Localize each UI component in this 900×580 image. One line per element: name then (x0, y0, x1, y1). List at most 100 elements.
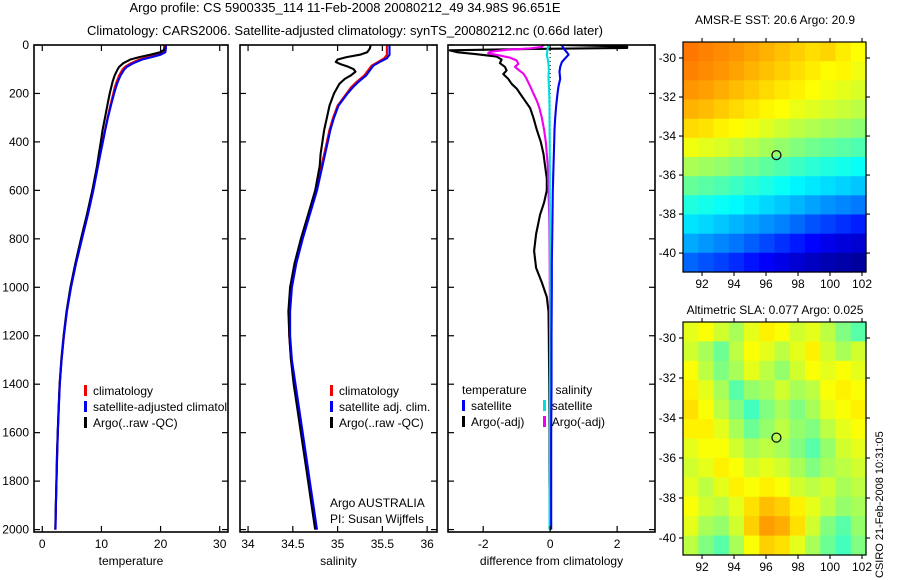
legend-label: Argo(..raw -QC) (339, 416, 424, 430)
map-lon-tick-label: 94 (727, 560, 741, 574)
series-argo-raw-qc- (287, 45, 372, 530)
map-lat-tick-label: -40 (659, 246, 677, 260)
x-tick-label: 10 (95, 537, 109, 551)
map-lat-tick-label: -34 (659, 129, 677, 143)
legend-label: climatology (93, 384, 154, 398)
legend-header-salinity: salinity (555, 383, 593, 397)
map-lat-tick-label: -34 (659, 411, 677, 425)
depth-tick-label: 800 (9, 232, 29, 246)
map-lat-tick-label: -40 (659, 531, 677, 545)
x-tick-label: -2 (478, 537, 489, 551)
map-lon-tick-label: 98 (791, 277, 805, 291)
legend-swatch (84, 385, 87, 396)
depth-tick-label: 0 (22, 38, 29, 52)
depth-tick-label: 600 (9, 183, 29, 197)
figure-title: Argo profile: CS 5900335_114 11-Feb-2008… (129, 0, 561, 15)
legend-swatch (462, 400, 465, 411)
map-lon-tick-label: 102 (852, 560, 872, 574)
series-satellite-adjusted-climatology (54, 45, 167, 530)
depth-tick-label: 400 (9, 135, 29, 149)
series-satellite-adj-clim- (289, 45, 391, 530)
map-lon-tick-label: 92 (695, 560, 709, 574)
x-tick-label: 35.5 (371, 537, 395, 551)
difference-from-climatology-panel: -2 0 2 (447, 44, 656, 551)
map-lat-tick-label: -38 (659, 207, 677, 221)
series-argo-adj- (448, 45, 629, 530)
legend-label: Argo(..raw -QC) (93, 416, 178, 430)
map-lat-tick-label: -30 (659, 331, 677, 345)
map-lat-tick-label: -36 (659, 168, 677, 182)
depth-tick-label: 1200 (2, 329, 29, 343)
temperature-legend: climatology satellite-adjusted climatolo… (84, 383, 227, 431)
map-lat-tick-label: -36 (659, 451, 677, 465)
temperature-profile-panel: 0 10 20 30 0 200 400 600 800 1000 1200 1400 1600 1800… (2, 38, 229, 551)
depth-tick-label: 1000 (2, 280, 29, 294)
sst-map: 92 94 96 98 100 102 -30 -32 -34 -36 -38 -40 (659, 38, 872, 291)
legend-label: Argo(-adj) (551, 415, 606, 429)
legend-swatch (542, 400, 546, 411)
legend-swatch (542, 416, 546, 427)
x-tick-label: 0 (547, 537, 554, 551)
map-lon-tick-label: 92 (695, 277, 709, 291)
map-lon-tick-label: 96 (759, 560, 773, 574)
legend-swatch (330, 401, 333, 412)
salinity-profile-panel: 34 34.5 35 35.5 36 (239, 44, 438, 551)
depth-tick-label: 1600 (2, 426, 29, 440)
salinity-axis-label: salinity (320, 554, 357, 568)
temperature-axis-label: temperature (98, 554, 164, 568)
map-lon-tick-label: 100 (820, 560, 840, 574)
difference-axis-label: difference from climatology (479, 554, 624, 568)
legend-label: satellite adj. clim. (339, 400, 431, 414)
depth-tick-label: 200 (9, 86, 29, 100)
x-tick-label: 34 (241, 537, 255, 551)
legend-swatch (84, 417, 87, 428)
argo-float-marker (771, 432, 782, 443)
map-lon-tick-label: 94 (727, 277, 741, 291)
map-lon-tick-label: 98 (791, 560, 805, 574)
legend-label: satellite (551, 399, 593, 413)
sst-map-title: AMSR-E SST: 20.6 Argo: 20.9 (694, 13, 856, 27)
depth-tick-label: 1400 (2, 377, 29, 391)
credit-org: Argo AUSTRALIA (330, 496, 425, 510)
credit-pi: PI: Susan Wijffels (330, 512, 424, 526)
legend-label: climatology (339, 384, 400, 398)
legend-swatch (330, 385, 333, 396)
x-tick-label: 20 (154, 537, 168, 551)
csiro-timestamp: CSIRO 21-Feb-2008 10:31:05 (874, 431, 886, 578)
x-tick-label: 34.5 (281, 537, 305, 551)
legend-label: satellite-adjusted climatology (93, 400, 227, 414)
depth-tick-label: 2000 (2, 523, 29, 537)
salinity-legend: climatology satellite adj. clim. Argo(..… (330, 383, 430, 431)
x-tick-label: 30 (213, 537, 227, 551)
x-tick-label: 0 (39, 537, 46, 551)
x-tick-label: 35 (331, 537, 345, 551)
sla-map: 92 94 96 98 100 102 -30 -32 -34 -36 -38 -40 (659, 318, 872, 574)
sla-map-title: Altimetric SLA: 0.077 Argo: 0.025 (686, 303, 864, 317)
sst-map-grid (683, 42, 867, 273)
map-lon-tick-label: 96 (759, 277, 773, 291)
legend-label: Argo(-adj) (471, 415, 525, 429)
legend-header-temperature: temperature (462, 383, 527, 397)
difference-legend: temperature satellite Argo(-adj) salinit… (462, 382, 605, 430)
map-lat-tick-label: -32 (659, 90, 677, 104)
argo-float-marker (771, 149, 782, 161)
map-lat-tick-label: -38 (659, 491, 677, 505)
map-lon-tick-label: 102 (852, 277, 872, 291)
series-satellite (545, 45, 552, 530)
legend-swatch (330, 417, 333, 428)
map-lat-tick-label: -30 (659, 51, 677, 65)
legend-swatch (462, 416, 465, 427)
credit-block: Argo AUSTRALIA PI: Susan Wijffels (330, 495, 425, 527)
series-satellite (550, 45, 570, 530)
figure-subtitle: Climatology: CARS2006. Satellite-adjuste… (87, 23, 603, 38)
depth-tick-label: 1800 (2, 474, 29, 488)
legend-label: satellite (471, 399, 512, 413)
x-tick-label: 36 (420, 537, 434, 551)
map-lat-tick-label: -32 (659, 371, 677, 385)
sla-map-grid (683, 322, 867, 556)
x-tick-label: 2 (614, 537, 621, 551)
map-lon-tick-label: 100 (820, 277, 840, 291)
legend-swatch (84, 401, 87, 412)
